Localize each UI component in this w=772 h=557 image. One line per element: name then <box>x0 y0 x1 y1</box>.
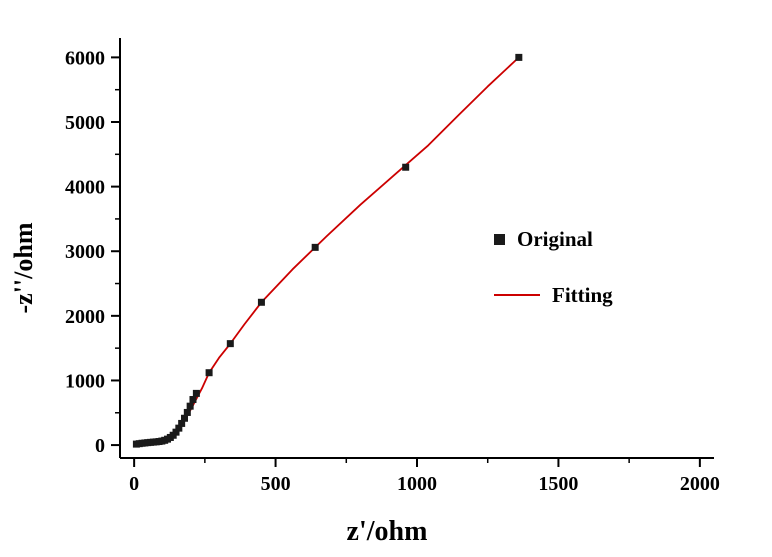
x-tick-label: 1500 <box>538 473 578 495</box>
y-tick-label: 6000 <box>65 47 105 69</box>
legend-item-original: Original <box>494 224 613 254</box>
y-tick-label: 4000 <box>65 177 105 199</box>
x-tick-label: 500 <box>261 473 291 495</box>
x-tick-label: 2000 <box>680 473 720 495</box>
data-point-marker <box>172 428 180 436</box>
data-point-marker <box>183 408 191 416</box>
x-tick-label: 0 <box>129 473 139 495</box>
data-point-marker <box>189 396 197 404</box>
x-axis-label: z'/ohm <box>347 516 428 547</box>
data-point-marker <box>180 414 188 422</box>
data-point-marker <box>402 163 410 171</box>
axes: 0 500 1000 1500 2000 0 1000 2000 3000 4000 5000 600… <box>65 38 720 495</box>
y-axis-label: -z''/ohm <box>9 222 38 313</box>
y-tick-label: 3000 <box>65 241 105 263</box>
legend-label-fitting: Fitting <box>552 282 613 307</box>
data-point-marker <box>192 389 200 397</box>
y-tick-label: 0 <box>95 435 105 457</box>
fitting-line <box>134 56 520 446</box>
y-tick-label: 5000 <box>65 112 105 134</box>
data-point-marker <box>515 53 523 61</box>
legend-label-original: Original <box>517 226 593 251</box>
data-point-marker <box>226 340 234 348</box>
data-point-marker <box>175 424 183 432</box>
data-point-marker <box>311 243 319 251</box>
data-point-marker <box>205 369 213 377</box>
y-tick-label: 2000 <box>65 306 105 328</box>
data-point-marker <box>186 402 194 410</box>
line-marker-icon <box>494 294 540 296</box>
legend-item-fitting: Fitting <box>494 280 613 310</box>
y-tick-label: 1000 <box>65 370 105 392</box>
original-data-points <box>132 53 523 448</box>
x-tick-label: 1000 <box>397 473 437 495</box>
square-marker-icon <box>494 233 505 245</box>
chart-legend: Original Fitting <box>494 224 613 310</box>
data-point-marker <box>257 298 265 306</box>
data-point-marker <box>178 419 186 427</box>
